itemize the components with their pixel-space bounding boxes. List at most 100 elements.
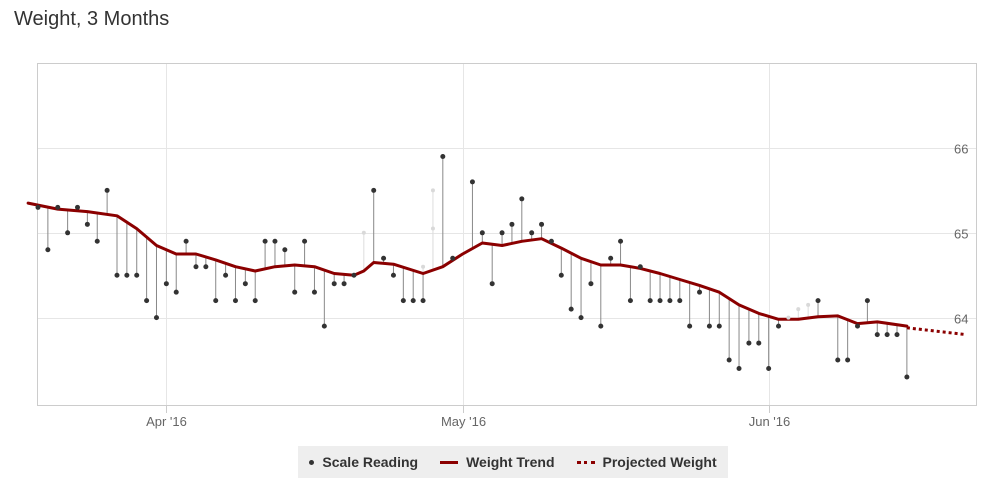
scale-reading-point[interactable] — [489, 281, 495, 287]
scale-reading-point[interactable] — [302, 238, 308, 244]
scale-reading-point[interactable] — [331, 281, 337, 287]
scale-reading-point[interactable] — [499, 230, 505, 236]
scale-reading-point[interactable] — [173, 289, 179, 295]
scale-reading-point[interactable] — [292, 289, 298, 295]
scale-reading-point[interactable] — [390, 272, 396, 278]
scale-reading-point[interactable] — [479, 230, 485, 236]
scale-reading-point[interactable] — [203, 264, 209, 270]
scale-reading-point[interactable] — [311, 289, 317, 295]
scale-reading-point[interactable] — [529, 230, 535, 236]
scale-reading-point[interactable] — [242, 281, 248, 287]
scale-reading-point[interactable] — [568, 306, 574, 312]
scale-reading-point[interactable] — [193, 264, 199, 270]
scale-reading-point[interactable] — [509, 221, 515, 227]
scale-reading-point[interactable] — [608, 255, 614, 261]
legend-label-scale-reading: Scale Reading — [322, 454, 419, 470]
scale-reading-point[interactable] — [845, 357, 851, 363]
scale-reading-point[interactable] — [65, 230, 71, 236]
scale-reading-point[interactable] — [627, 298, 633, 304]
legend-item-scale-reading[interactable]: Scale Reading — [309, 454, 418, 470]
scale-reading-point[interactable] — [420, 298, 426, 304]
scale-reading-point[interactable] — [657, 298, 663, 304]
scale-reading-point[interactable] — [183, 238, 189, 244]
scale-reading-point[interactable] — [776, 323, 782, 329]
scale-reading-point[interactable] — [84, 221, 90, 227]
scale-reading-point[interactable] — [144, 298, 150, 304]
scale-reading-point[interactable] — [746, 340, 752, 346]
scale-reading-point[interactable] — [815, 298, 821, 304]
scale-reading-point[interactable] — [213, 298, 219, 304]
scale-reading-point[interactable] — [706, 323, 712, 329]
scale-reading-point[interactable] — [45, 247, 51, 253]
scale-reading-point[interactable] — [469, 179, 475, 185]
x-tick-label: Jun '16 — [749, 414, 791, 429]
scale-reading-point[interactable] — [223, 272, 229, 278]
scale-reading-point[interactable] — [124, 272, 130, 278]
scale-reading-point[interactable] — [618, 238, 624, 244]
scale-reading-point[interactable] — [904, 374, 910, 380]
projected-weight-line[interactable] — [906, 326, 967, 337]
scale-reading-point[interactable] — [539, 221, 545, 227]
scale-reading-point[interactable] — [272, 238, 278, 244]
scale-reading-point[interactable] — [55, 204, 61, 210]
scale-reading-point[interactable] — [558, 272, 564, 278]
faded-reading-point — [361, 230, 366, 235]
scale-reading-point[interactable] — [35, 204, 41, 210]
scale-reading-point[interactable] — [726, 357, 732, 363]
scale-reading-point[interactable] — [697, 289, 703, 295]
scale-reading-point[interactable] — [94, 238, 100, 244]
scale-reading-point[interactable] — [321, 323, 327, 329]
scale-reading-point[interactable] — [74, 204, 80, 210]
scale-reading-point[interactable] — [153, 315, 159, 321]
legend-item-projected-weight[interactable]: Projected Weight — [576, 454, 717, 470]
scale-reading-point[interactable] — [736, 366, 742, 372]
scale-reading-point[interactable] — [756, 340, 762, 346]
weight-trend-line[interactable] — [26, 201, 909, 328]
plot-frame — [37, 63, 977, 406]
scale-reading-point[interactable] — [341, 281, 347, 287]
scale-reading-point[interactable] — [687, 323, 693, 329]
scale-reading-point[interactable] — [252, 298, 258, 304]
scale-reading-point[interactable] — [371, 187, 377, 193]
scale-reading-point[interactable] — [677, 298, 683, 304]
scale-reading-point[interactable] — [163, 281, 169, 287]
scale-reading-point[interactable] — [351, 272, 357, 278]
scale-reading-point[interactable] — [716, 323, 722, 329]
legend-item-weight-trend[interactable]: Weight Trend — [440, 454, 555, 470]
scale-reading-point[interactable] — [450, 255, 456, 261]
scale-reading-point[interactable] — [134, 272, 140, 278]
faded-reading-point — [421, 264, 426, 269]
scale-reading-point[interactable] — [104, 187, 110, 193]
y-tick-label: 64 — [954, 312, 968, 327]
weight-trend-line-icon — [440, 460, 459, 464]
x-tick-label: Apr '16 — [146, 414, 187, 429]
scale-reading-point[interactable] — [637, 264, 643, 270]
scale-reading-point[interactable] — [835, 357, 841, 363]
faded-reading-point — [430, 226, 435, 231]
legend-label-projected-weight: Projected Weight — [602, 454, 717, 470]
scale-reading-point[interactable] — [667, 298, 673, 304]
scale-reading-marker-icon — [309, 459, 315, 465]
scale-reading-point[interactable] — [578, 315, 584, 321]
scale-reading-point[interactable] — [864, 298, 870, 304]
scale-reading-point[interactable] — [874, 332, 880, 338]
scale-reading-point[interactable] — [855, 323, 861, 329]
scale-reading-point[interactable] — [598, 323, 604, 329]
scale-reading-point[interactable] — [440, 153, 446, 159]
scale-reading-point[interactable] — [400, 298, 406, 304]
scale-reading-point[interactable] — [766, 366, 772, 372]
scale-reading-point[interactable] — [114, 272, 120, 278]
scale-reading-point[interactable] — [519, 196, 525, 202]
scale-reading-point[interactable] — [232, 298, 238, 304]
scale-reading-point[interactable] — [548, 238, 554, 244]
scale-reading-point[interactable] — [588, 281, 594, 287]
scale-reading-point[interactable] — [647, 298, 653, 304]
scale-reading-point[interactable] — [381, 255, 387, 261]
scale-reading-point[interactable] — [262, 238, 268, 244]
scale-reading-point[interactable] — [282, 247, 288, 253]
y-tick-label: 65 — [954, 227, 968, 242]
scale-reading-point[interactable] — [884, 332, 890, 338]
scale-reading-point[interactable] — [410, 298, 416, 304]
scale-reading-point[interactable] — [894, 332, 900, 338]
